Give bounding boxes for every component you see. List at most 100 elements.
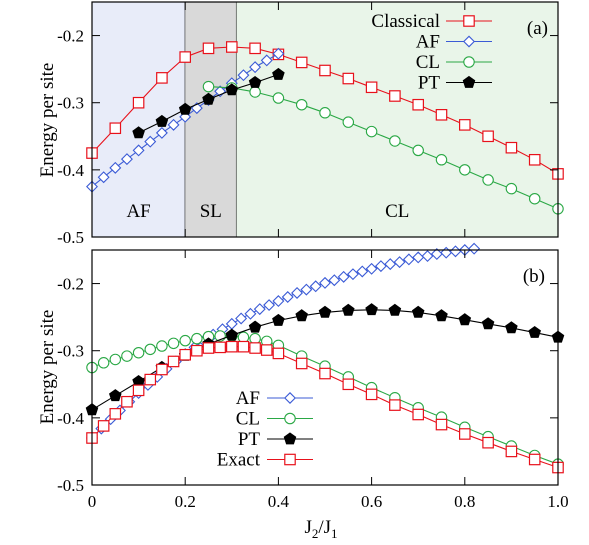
data-point-af — [309, 280, 322, 293]
data-point-pt — [435, 309, 448, 322]
y-tick-label: -0.4 — [57, 409, 84, 428]
legend-label: AF — [416, 32, 440, 53]
data-point-cl — [109, 353, 122, 366]
legend-marker — [462, 75, 476, 88]
data-point-classical — [319, 64, 331, 77]
panel-b-label: (b) — [523, 266, 545, 287]
region-label-cl: CL — [385, 201, 409, 222]
series-line-cl — [208, 86, 559, 210]
legend-entry-cl: CL — [236, 409, 313, 430]
data-point-cl — [389, 135, 401, 147]
data-point-af — [402, 253, 415, 266]
data-point-classical — [435, 108, 448, 121]
data-point-pt — [109, 389, 122, 402]
data-point-pt — [528, 325, 541, 338]
legend-entry-cl: CL — [416, 52, 492, 73]
legend-marker — [463, 56, 475, 68]
data-point-classical — [482, 130, 494, 143]
x-tick-label: 0.4 — [268, 492, 290, 511]
data-point-af — [374, 260, 387, 273]
data-point-exact — [272, 347, 285, 360]
legend-marker — [463, 15, 475, 27]
panel-a-label: (a) — [527, 18, 548, 39]
data-point-classical — [505, 141, 518, 154]
data-point-cl — [167, 337, 180, 350]
data-point-classical — [109, 122, 122, 135]
data-point-cl — [412, 144, 424, 157]
data-point-pt — [272, 313, 285, 326]
legend-entry-pt: PT — [238, 429, 313, 450]
data-point-pt — [365, 303, 378, 316]
data-point-exact — [121, 395, 133, 408]
region-cl — [236, 2, 558, 237]
data-point-cl — [156, 340, 168, 352]
data-point-pt — [411, 305, 425, 318]
data-point-cl — [459, 164, 471, 176]
series-pt — [85, 303, 565, 416]
data-point-pt — [505, 321, 518, 334]
region-af — [92, 2, 186, 237]
data-point-af — [421, 250, 434, 263]
legend-entry-af: AF — [416, 32, 492, 53]
legend-marker — [283, 432, 297, 445]
panel-b: -0.2 -0.3 -0.4 -0.50 0.2 0.4 0.6 0.8 1.0 Energy … — [37, 242, 569, 541]
data-point-cl — [202, 80, 215, 93]
data-point-af — [272, 47, 285, 60]
data-point-exact — [260, 344, 273, 356]
panel-a-ticks: -0.2 -0.3 -0.4 -0.5 — [57, 2, 558, 247]
data-point-pt — [178, 102, 192, 115]
data-point-exact — [505, 445, 518, 458]
y-tick-label: -0.2 — [57, 27, 84, 46]
region-sl — [185, 2, 237, 237]
data-point-pt — [248, 75, 262, 88]
data-point-classical — [342, 72, 355, 85]
data-point-cl — [295, 98, 308, 111]
data-point-pt — [272, 67, 285, 80]
data-point-af — [263, 299, 276, 312]
data-point-cl — [249, 86, 261, 98]
legend-label: PT — [418, 73, 441, 94]
data-point-classical — [202, 42, 215, 55]
x-tick-label: 1.0 — [547, 492, 568, 511]
data-point-af — [430, 248, 443, 261]
legend-marker — [463, 35, 475, 48]
data-point-af — [120, 153, 133, 166]
data-point-exact — [144, 373, 157, 386]
panel-a-series — [86, 41, 564, 215]
data-point-af — [384, 258, 397, 271]
x-axis-label: J2/J1 — [304, 517, 337, 541]
data-point-cl — [342, 116, 355, 128]
data-point-exact — [132, 384, 145, 397]
x-tick-label: 0 — [88, 492, 97, 511]
data-point-classical — [156, 72, 168, 84]
series-exact — [86, 340, 564, 474]
data-point-af — [337, 270, 350, 283]
data-point-af — [244, 307, 257, 320]
panel-b-ticks: -0.2 -0.3 -0.4 -0.50 0.2 0.4 0.6 0.8 1.0 — [57, 250, 569, 511]
data-point-cl — [482, 174, 494, 186]
data-point-pt — [248, 320, 262, 333]
legend-label: Classical — [371, 11, 440, 32]
legend-marker — [284, 392, 296, 404]
data-point-cl — [191, 332, 203, 345]
phase-regions: AF SL CL — [92, 2, 559, 237]
data-point-exact — [97, 420, 110, 432]
panel-a-frame — [91, 1, 559, 238]
data-point-exact — [412, 408, 424, 421]
data-point-af — [328, 274, 341, 287]
data-point-classical — [459, 119, 471, 131]
data-point-af — [365, 262, 378, 275]
data-point-exact — [109, 408, 122, 420]
data-point-exact — [214, 341, 226, 354]
data-point-af — [300, 283, 313, 296]
data-point-af — [132, 144, 145, 157]
data-point-cl — [144, 343, 157, 356]
data-point-classical — [132, 96, 145, 109]
legend-label: PT — [238, 429, 261, 450]
data-point-cl — [121, 350, 133, 362]
data-point-pt — [342, 303, 355, 316]
data-point-classical — [412, 98, 424, 111]
series-pt — [132, 67, 285, 139]
